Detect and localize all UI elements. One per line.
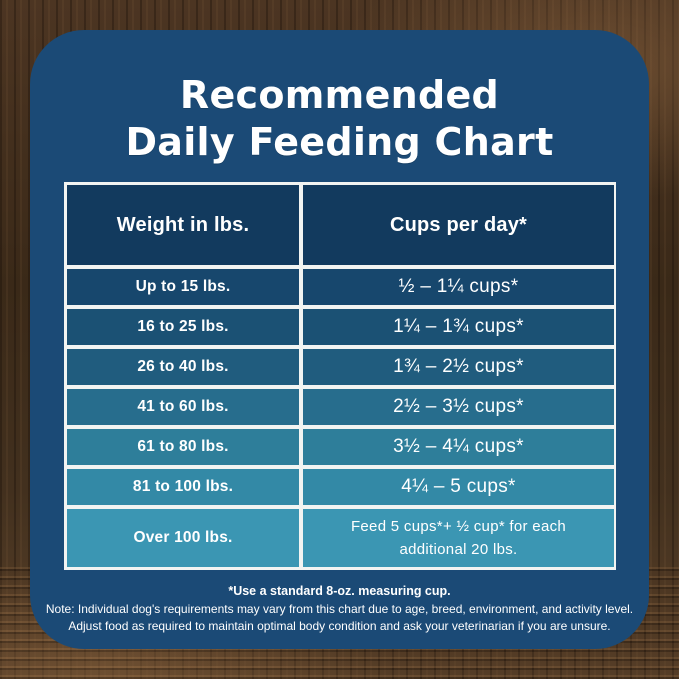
table-row-weight: 81 to 100 lbs. — [67, 469, 299, 505]
table-row-cups: ½ – 1¼ cups* — [303, 269, 614, 305]
table-row-cups: 1¾ – 2½ cups* — [303, 349, 614, 385]
table-row-weight: 26 to 40 lbs. — [67, 349, 299, 385]
table-row-cups: 3½ – 4¼ cups* — [303, 429, 614, 465]
table-row-weight: 41 to 60 lbs. — [67, 389, 299, 425]
table-row-weight: 61 to 80 lbs. — [67, 429, 299, 465]
measuring-cup-note: *Use a standard 8-oz. measuring cup. — [228, 584, 451, 598]
column-header-weight: Weight in lbs. — [67, 185, 299, 265]
chart-panel: Recommended Daily Feeding Chart Weight i… — [30, 30, 649, 649]
table-row-cups: 1¼ – 1¾ cups* — [303, 309, 614, 345]
disclaimer-line-1: Note: Individual dog's requirements may … — [45, 601, 634, 616]
table-row-weight: Up to 15 lbs. — [67, 269, 299, 305]
table-row-cups: 2½ – 3½ cups* — [303, 389, 614, 425]
disclaimer-line-2: Adjust food as required to maintain opti… — [68, 619, 611, 634]
footnotes: *Use a standard 8-oz. measuring cup. Not… — [42, 582, 637, 636]
title-line-2: Daily Feeding Chart — [125, 120, 554, 165]
column-header-cups: Cups per day* — [303, 185, 614, 265]
feeding-table: Weight in lbs. Cups per day* Up to 15 lb… — [64, 182, 616, 570]
page-title: Recommended Daily Feeding Chart — [30, 30, 649, 166]
title-line-1: Recommended — [179, 73, 500, 117]
table-row-cups: Feed 5 cups*+ ½ cup* for each additional… — [303, 509, 614, 567]
table-row-weight: Over 100 lbs. — [67, 509, 299, 567]
table-row-cups: 4¼ – 5 cups* — [303, 469, 614, 505]
table-row-weight: 16 to 25 lbs. — [67, 309, 299, 345]
